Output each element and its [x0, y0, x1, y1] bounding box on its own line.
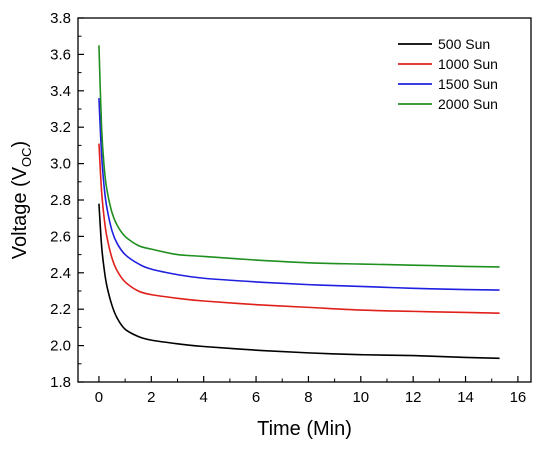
series-layer — [98, 45, 500, 360]
y-tick-label: 3.6 — [50, 46, 71, 63]
legend: 500 Sun 1000 Sun 1500 Sun 2000 Sun — [398, 36, 498, 112]
y-tick-label: 2.8 — [50, 192, 71, 209]
y-tick-label: 2.2 — [50, 301, 71, 318]
x-tick-label: 12 — [405, 389, 422, 406]
legend-label: 1500 Sun — [438, 76, 498, 92]
legend-label: 1000 Sun — [438, 56, 498, 72]
y-axis-title-main: Voltage (V — [9, 166, 31, 259]
x-tick-label: 0 — [95, 389, 103, 406]
y-tick-label: 2.0 — [50, 338, 71, 355]
y-tick-label: 2.4 — [50, 265, 71, 282]
y-tick-label: 3.8 — [50, 10, 71, 27]
x-tick-label: 10 — [352, 389, 369, 406]
x-tick-label: 16 — [510, 389, 527, 406]
x-tick-label: 6 — [252, 389, 260, 406]
y-axis-title-subscript: OC — [19, 147, 34, 167]
plot-frame — [77, 17, 532, 383]
y-tick-label: 1.8 — [50, 374, 71, 391]
y-axis-title: Voltage (VOC) — [9, 141, 34, 259]
y-tick-label: 3.0 — [50, 156, 71, 173]
x-tick-label: 14 — [457, 389, 474, 406]
x-axis: 0 2 4 6 8 10 12 14 16 — [95, 376, 526, 406]
series-line-1500-sun — [98, 98, 500, 291]
y-axis-title-close: ) — [9, 141, 31, 148]
x-tick-label: 4 — [200, 389, 208, 406]
x-axis-title: Time (Min) — [257, 418, 352, 440]
x-tick-label: 8 — [304, 389, 312, 406]
y-tick-label: 2.6 — [50, 228, 71, 245]
series-line-1000-sun — [98, 143, 500, 314]
legend-label: 500 Sun — [438, 36, 490, 52]
y-tick-label: 3.2 — [50, 119, 71, 136]
y-axis: 1.8 2.0 2.2 2.4 2.6 2.8 3.0 3.2 3.4 3.6 3.8 — [50, 10, 84, 391]
legend-label: 2000 Sun — [438, 96, 498, 112]
series-line-500-sun — [98, 203, 500, 360]
plot-area — [77, 17, 532, 383]
x-tick-label: 2 — [147, 389, 155, 406]
series-line-2000-sun — [98, 45, 500, 268]
y-tick-label: 3.4 — [50, 83, 71, 100]
